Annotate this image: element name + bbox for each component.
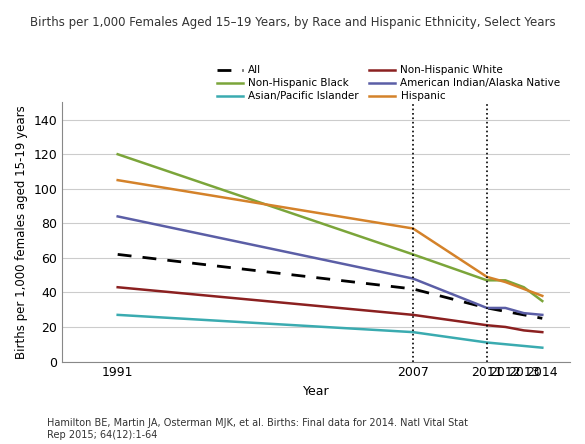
Text: Births per 1,000 Females Aged 15–19 Years, by Race and Hispanic Ethnicity, Selec: Births per 1,000 Females Aged 15–19 Year… (30, 16, 555, 28)
Text: Hamilton BE, Martin JA, Osterman MJK, et al. Births: Final data for 2014. Natl V: Hamilton BE, Martin JA, Osterman MJK, et… (47, 418, 468, 440)
Legend: All, Non-Hispanic Black, Asian/Pacific Islander, Non-Hispanic White, American In: All, Non-Hispanic Black, Asian/Pacific I… (213, 61, 565, 106)
Y-axis label: Births per 1,000 females aged 15-19 years: Births per 1,000 females aged 15-19 year… (15, 105, 28, 359)
X-axis label: Year: Year (303, 385, 329, 398)
